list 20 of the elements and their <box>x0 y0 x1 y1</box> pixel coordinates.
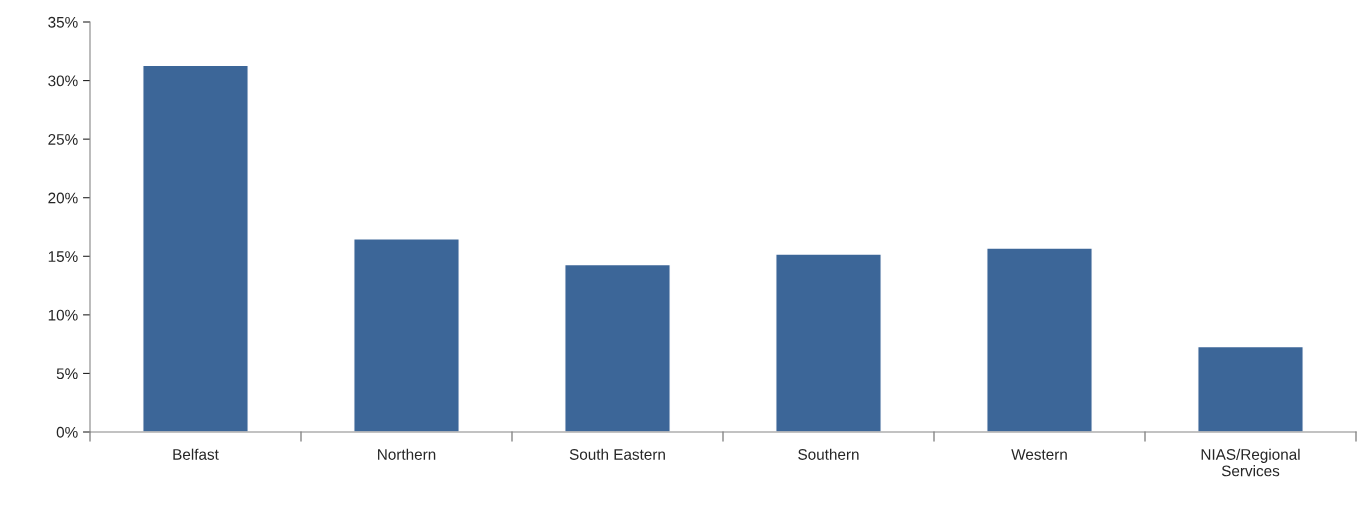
y-tick-label: 5% <box>56 368 78 380</box>
y-tick-label: 10% <box>48 309 78 321</box>
y-tick-label: 35% <box>48 16 78 28</box>
x-tick-label: Northern <box>378 448 436 460</box>
bar <box>353 238 460 432</box>
bar <box>986 247 1093 432</box>
bar <box>142 64 249 432</box>
bar <box>775 253 882 432</box>
bar <box>564 263 671 432</box>
x-tick-label: NIAS/Regional Services <box>1201 448 1300 477</box>
y-tick-label: 25% <box>48 134 78 145</box>
bar <box>1197 345 1304 432</box>
x-tick-label: Southern <box>798 448 859 460</box>
x-tick-label: Belfast <box>173 448 219 460</box>
x-tick-label: South Eastern <box>569 448 665 460</box>
y-tick-label: 15% <box>48 251 78 262</box>
x-tick-label: Western <box>1011 449 1067 460</box>
y-tick-label: 30% <box>48 75 78 87</box>
y-tick-label: 20% <box>48 192 78 204</box>
y-tick-label: 0% <box>56 426 78 438</box>
